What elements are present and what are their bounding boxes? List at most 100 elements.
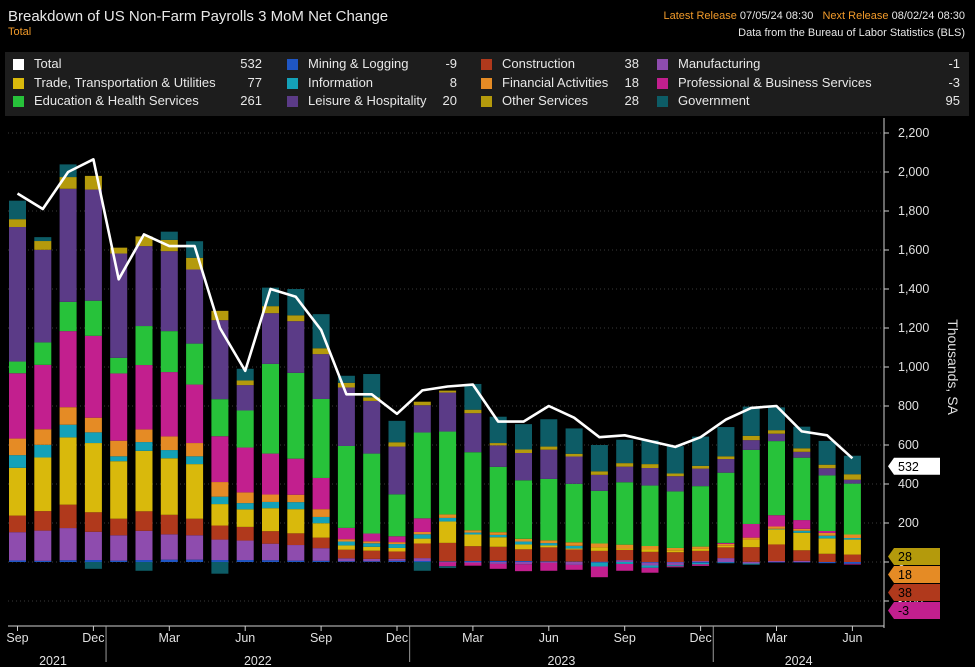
bar-segment bbox=[742, 539, 760, 548]
bar-segment bbox=[616, 439, 634, 464]
bar-segment bbox=[186, 269, 204, 344]
bar-segment bbox=[34, 560, 52, 562]
bar-segment bbox=[590, 543, 608, 548]
bar-segment bbox=[641, 562, 659, 566]
bar-segment bbox=[666, 550, 684, 553]
bar-segment bbox=[515, 561, 532, 562]
bar-segment bbox=[616, 482, 634, 545]
bar-segment bbox=[59, 528, 77, 561]
bar-segment bbox=[337, 375, 355, 383]
bar-segment bbox=[768, 433, 785, 442]
bar-segment bbox=[692, 562, 710, 565]
bar-segment bbox=[515, 480, 532, 539]
bar-segment bbox=[717, 459, 735, 473]
x-tick-label: Mar bbox=[462, 631, 484, 645]
bar-segment bbox=[337, 545, 355, 550]
bar-segment bbox=[540, 478, 558, 541]
y-tick-label: 600 bbox=[898, 438, 919, 452]
chart-title: Breakdown of US Non-Farm Payrolls 3 MoM … bbox=[8, 8, 389, 25]
bar-segment bbox=[186, 384, 204, 444]
bar-segment bbox=[818, 562, 836, 564]
bar-segment bbox=[262, 543, 279, 561]
legend-label: Financial Activities bbox=[502, 74, 609, 90]
bar-segment bbox=[515, 538, 532, 542]
bar-segment bbox=[186, 518, 204, 536]
bar-segment bbox=[9, 373, 26, 439]
value-tag bbox=[888, 548, 940, 566]
bar-segment bbox=[186, 456, 204, 465]
bar-segment bbox=[742, 547, 760, 562]
legend-label: Trade, Transportation & Utilities bbox=[34, 74, 216, 90]
legend-swatch bbox=[287, 59, 298, 70]
bar-segment bbox=[211, 399, 229, 437]
bar-segment bbox=[388, 560, 406, 562]
bar-segment bbox=[616, 563, 634, 571]
bar-segment bbox=[160, 559, 178, 562]
bar-segment bbox=[160, 450, 178, 459]
bar-segment bbox=[515, 424, 532, 450]
bar-segment bbox=[363, 561, 381, 562]
bar-segment bbox=[312, 537, 330, 549]
bar-segment bbox=[616, 560, 634, 562]
bar-segment bbox=[439, 562, 457, 563]
bar-segment bbox=[160, 436, 178, 451]
bar-segment bbox=[135, 326, 153, 366]
bar-segment bbox=[160, 514, 178, 535]
legend-item: Government 95 bbox=[657, 93, 960, 111]
bar-segment bbox=[413, 562, 431, 571]
bar-segment bbox=[641, 562, 659, 563]
bar-segment bbox=[489, 534, 507, 538]
legend-item: Trade, Transportation & Utilities 77 bbox=[13, 75, 262, 93]
legend-label: Leisure & Hospitality bbox=[308, 93, 427, 108]
bar-segment bbox=[211, 436, 229, 483]
bar-segment bbox=[337, 541, 355, 546]
legend-label: Total bbox=[34, 56, 62, 71]
bar-segment bbox=[489, 532, 507, 535]
legend-item: Information 8 bbox=[287, 75, 457, 93]
bar-segment bbox=[110, 535, 128, 561]
bar-segment bbox=[211, 496, 229, 505]
bar-segment bbox=[641, 440, 659, 465]
bar-segment bbox=[236, 385, 254, 411]
bar-segment bbox=[262, 560, 279, 562]
bar-segment bbox=[666, 446, 684, 474]
bar-segment bbox=[135, 365, 153, 430]
bar-segment bbox=[793, 560, 811, 562]
bar-segment bbox=[565, 428, 583, 454]
bar-segment bbox=[110, 357, 128, 374]
bar-segment bbox=[236, 540, 254, 561]
x-tick-label: Jun bbox=[842, 631, 862, 645]
bar-segment bbox=[337, 558, 355, 562]
next-release-value: 08/02/24 08:30 bbox=[891, 10, 965, 22]
bar-segment bbox=[59, 504, 77, 529]
bar-segment bbox=[515, 449, 532, 453]
bar-segment bbox=[464, 562, 482, 563]
bar-segment bbox=[9, 438, 26, 456]
bar-segment bbox=[388, 542, 406, 545]
bar-segment bbox=[439, 521, 457, 543]
bar-segment bbox=[742, 523, 760, 538]
legend-label: Mining & Logging bbox=[308, 56, 409, 71]
legend-label: Information bbox=[308, 74, 374, 90]
x-tick-label: Dec bbox=[386, 631, 408, 645]
bar-segment bbox=[768, 515, 785, 527]
bar-segment bbox=[464, 413, 482, 453]
bar-segment bbox=[641, 549, 659, 552]
bar-segment bbox=[616, 549, 634, 561]
legend-swatch bbox=[287, 77, 298, 89]
bar-segment bbox=[793, 528, 811, 531]
legend-value: 77 bbox=[247, 74, 262, 90]
bar-segment bbox=[464, 561, 482, 562]
bar-segment bbox=[388, 536, 406, 543]
bar-segment bbox=[793, 532, 811, 551]
bar-segment bbox=[59, 188, 77, 302]
bar-segment bbox=[843, 562, 861, 564]
plot-area: -20002004006008001,0001,2001,4001,6001,8… bbox=[6, 118, 961, 667]
bar-segment bbox=[160, 231, 178, 240]
bar-segment bbox=[312, 548, 330, 561]
bar-segment bbox=[565, 564, 583, 570]
bar-segment bbox=[135, 236, 153, 247]
bar-segment bbox=[515, 541, 532, 545]
bar-segment bbox=[590, 550, 608, 562]
y-tick-label: 1,600 bbox=[898, 243, 929, 257]
